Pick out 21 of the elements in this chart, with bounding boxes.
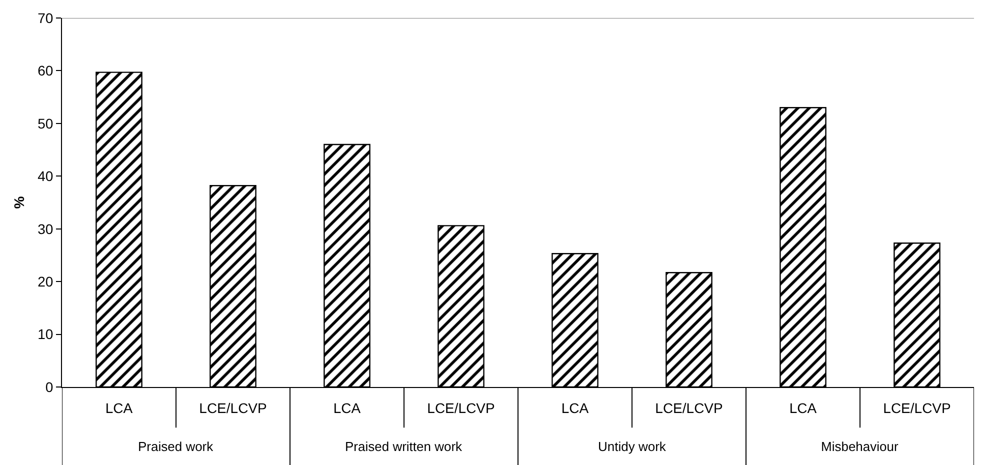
x-tick-label: LCE/LCVP [199, 400, 267, 416]
text: Untidy work [598, 439, 666, 454]
text: Praised work [138, 439, 214, 454]
x-tick-label: LCE/LCVP [883, 400, 951, 416]
y-tick-label: 60 [38, 62, 54, 79]
y-tick-label: 70 [38, 10, 54, 26]
x-tick-label: LCE/LCVP [655, 400, 723, 416]
x-tick-label: LCA [105, 400, 134, 416]
text: Misbehaviour [821, 439, 899, 454]
text: Praised written work [345, 439, 463, 454]
y-tick-label: 0 [45, 378, 54, 395]
y-tick-label: 10 [38, 326, 54, 342]
y-axis-title: % [11, 196, 27, 209]
y-tick-label: 40 [38, 168, 54, 184]
y-tick-label: 30 [38, 220, 54, 237]
x-tick-label: LCA [789, 400, 818, 416]
x-tick-label: LCA [561, 400, 590, 416]
x-tick-label: LCA [333, 400, 362, 416]
y-tick-label: 20 [38, 273, 54, 290]
y-tick-label: 50 [38, 115, 54, 132]
x-tick-label: LCE/LCVP [427, 400, 495, 416]
